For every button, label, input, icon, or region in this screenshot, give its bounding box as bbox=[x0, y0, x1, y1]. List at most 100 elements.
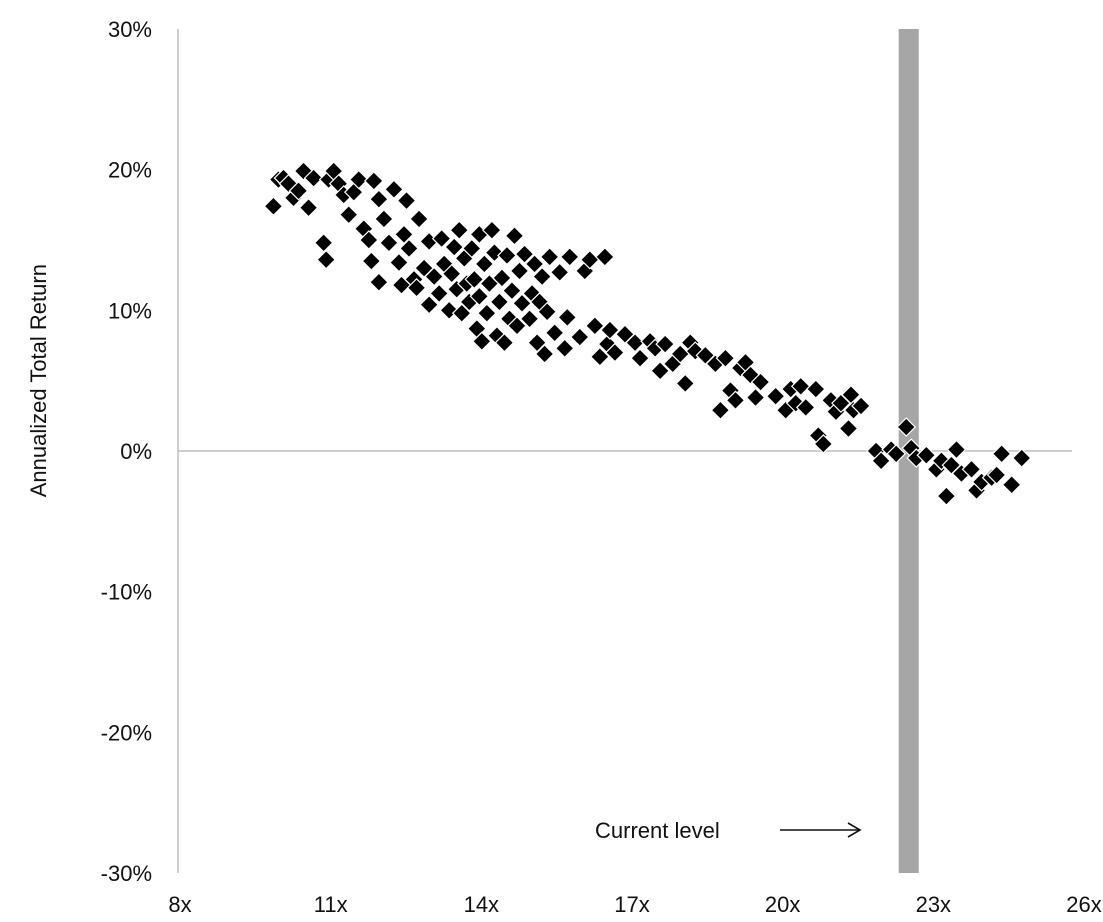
data-point bbox=[549, 262, 570, 283]
y-tick-label: -30% bbox=[101, 861, 152, 886]
data-point bbox=[303, 168, 324, 188]
data-point bbox=[650, 360, 670, 381]
data-point bbox=[790, 376, 811, 397]
data-point bbox=[477, 303, 497, 323]
data-point bbox=[710, 400, 731, 421]
data-point bbox=[1011, 448, 1032, 468]
data-point bbox=[474, 254, 495, 274]
data-point bbox=[584, 315, 605, 336]
data-point bbox=[605, 342, 625, 363]
data-point bbox=[991, 443, 1012, 464]
data-point bbox=[544, 322, 565, 343]
y-tick-label: 0% bbox=[120, 439, 152, 464]
y-tick-label: 10% bbox=[108, 298, 152, 323]
data-point bbox=[492, 268, 512, 288]
data-point bbox=[534, 344, 555, 364]
data-point bbox=[630, 348, 650, 369]
data-point bbox=[431, 228, 452, 249]
data-point bbox=[316, 249, 337, 270]
y-tick-label: -20% bbox=[101, 720, 152, 745]
current-level-label: Current level bbox=[595, 818, 720, 843]
data-point bbox=[590, 346, 610, 367]
data-point bbox=[512, 293, 532, 314]
data-point bbox=[765, 386, 786, 406]
data-point bbox=[715, 348, 736, 369]
data-point bbox=[507, 315, 527, 336]
data-point bbox=[379, 232, 399, 253]
y-axis-title: Annualized Total Return bbox=[26, 264, 51, 497]
data-point bbox=[399, 238, 419, 259]
data-point bbox=[750, 372, 771, 392]
data-point bbox=[851, 396, 871, 416]
data-point bbox=[298, 197, 319, 218]
data-point bbox=[449, 220, 470, 241]
data-point bbox=[482, 220, 502, 241]
data-point bbox=[946, 439, 967, 460]
data-point bbox=[313, 232, 334, 253]
data-point bbox=[838, 418, 859, 439]
data-point bbox=[364, 171, 384, 191]
x-tick-label: 26x bbox=[1066, 892, 1101, 917]
x-tick-label: 8x bbox=[168, 892, 191, 917]
y-tick-label: 30% bbox=[108, 17, 152, 42]
data-point bbox=[795, 397, 816, 418]
data-point bbox=[361, 251, 382, 271]
data-point bbox=[532, 266, 552, 287]
data-point bbox=[424, 266, 444, 287]
data-point bbox=[916, 445, 937, 466]
data-point bbox=[288, 180, 309, 201]
data-point bbox=[936, 486, 957, 506]
data-points-layer bbox=[263, 161, 1032, 506]
data-point bbox=[655, 334, 676, 354]
data-point bbox=[348, 169, 369, 190]
data-point bbox=[986, 465, 1007, 485]
data-point bbox=[338, 204, 359, 225]
data-point bbox=[374, 209, 394, 229]
data-point bbox=[675, 373, 696, 394]
data-point bbox=[394, 224, 414, 245]
x-tick-label: 11x bbox=[314, 892, 348, 917]
data-point bbox=[600, 320, 620, 340]
data-point bbox=[595, 247, 615, 267]
data-point bbox=[369, 189, 389, 210]
data-point bbox=[569, 327, 590, 347]
data-point bbox=[504, 225, 525, 246]
data-point bbox=[537, 301, 557, 322]
data-point bbox=[444, 237, 465, 257]
data-point bbox=[489, 292, 510, 312]
data-point bbox=[557, 307, 578, 328]
data-point bbox=[524, 254, 545, 274]
data-point bbox=[369, 272, 389, 293]
data-point bbox=[384, 179, 404, 200]
x-tick-label: 17x bbox=[614, 892, 649, 917]
x-tick-label: 14x bbox=[464, 892, 499, 917]
data-point bbox=[725, 390, 746, 411]
data-point bbox=[813, 434, 834, 454]
data-point bbox=[961, 459, 982, 480]
data-point bbox=[469, 286, 490, 307]
data-point bbox=[509, 261, 530, 281]
data-point bbox=[461, 238, 482, 259]
data-point bbox=[471, 331, 492, 352]
data-point bbox=[896, 417, 917, 437]
data-point bbox=[419, 294, 439, 315]
data-point bbox=[539, 247, 560, 267]
current-level-arrow bbox=[780, 822, 862, 838]
data-point bbox=[514, 244, 535, 264]
data-point bbox=[871, 450, 891, 471]
data-point bbox=[396, 190, 417, 211]
data-point bbox=[554, 338, 575, 359]
data-point bbox=[745, 387, 766, 408]
data-point bbox=[494, 332, 515, 353]
data-point bbox=[519, 308, 540, 329]
x-tick-label: 23x bbox=[916, 892, 951, 917]
tick-labels-layer: 30% 20% 10% 0% -10% -20% -30% 8x 11x 14x 17x 20x 23x… bbox=[101, 17, 1102, 917]
data-point bbox=[497, 245, 517, 266]
data-point bbox=[464, 269, 485, 290]
data-point bbox=[559, 247, 580, 267]
data-point bbox=[358, 230, 379, 250]
y-tick-label: 20% bbox=[108, 158, 152, 183]
data-point bbox=[389, 252, 409, 273]
